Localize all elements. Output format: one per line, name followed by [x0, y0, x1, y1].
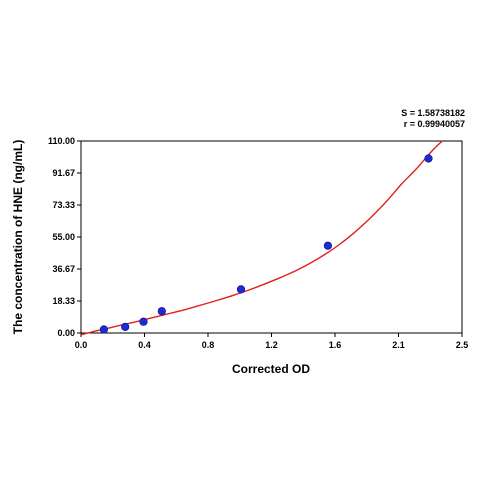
x-tick-label: 1.6 — [329, 340, 342, 350]
y-tick-label: 73.33 — [52, 200, 75, 210]
x-tick-label: 0.0 — [75, 340, 88, 350]
y-tick-label: 55.00 — [52, 232, 75, 242]
data-point — [424, 154, 433, 163]
x-axis-title: Corrected OD — [232, 362, 310, 376]
y-axis-title: The concentration of HNE (ng/mL) — [11, 140, 25, 335]
data-points — [99, 154, 433, 334]
x-axis: 0.0 0.4 0.8 1.2 1.6 2.1 2.5 — [75, 333, 469, 350]
data-point — [157, 307, 166, 316]
y-tick-label: 36.67 — [52, 264, 75, 274]
data-point — [139, 317, 148, 326]
plot-frame — [80, 140, 463, 334]
x-tick-label: 0.8 — [202, 340, 215, 350]
x-tick-label: 2.5 — [456, 340, 469, 350]
y-tick-label: 91.67 — [52, 168, 75, 178]
stat-r: r = 0.99940057 — [404, 119, 465, 129]
data-point — [99, 325, 108, 334]
y-tick-label: 18.33 — [52, 296, 75, 306]
data-point — [323, 241, 333, 250]
x-tick-label: 2.1 — [392, 340, 405, 350]
y-tick-label: 110.00 — [48, 136, 75, 146]
x-tick-label: 0.4 — [138, 340, 151, 350]
x-tick-label: 1.2 — [265, 340, 278, 350]
stat-s: S = 1.58738182 — [401, 108, 465, 118]
y-axis: 0.00 18.33 36.67 55.00 73.33 91.67 110.00 — [48, 136, 81, 338]
y-tick-label: 0.00 — [57, 328, 75, 338]
data-point — [236, 285, 246, 294]
data-point — [121, 322, 130, 332]
